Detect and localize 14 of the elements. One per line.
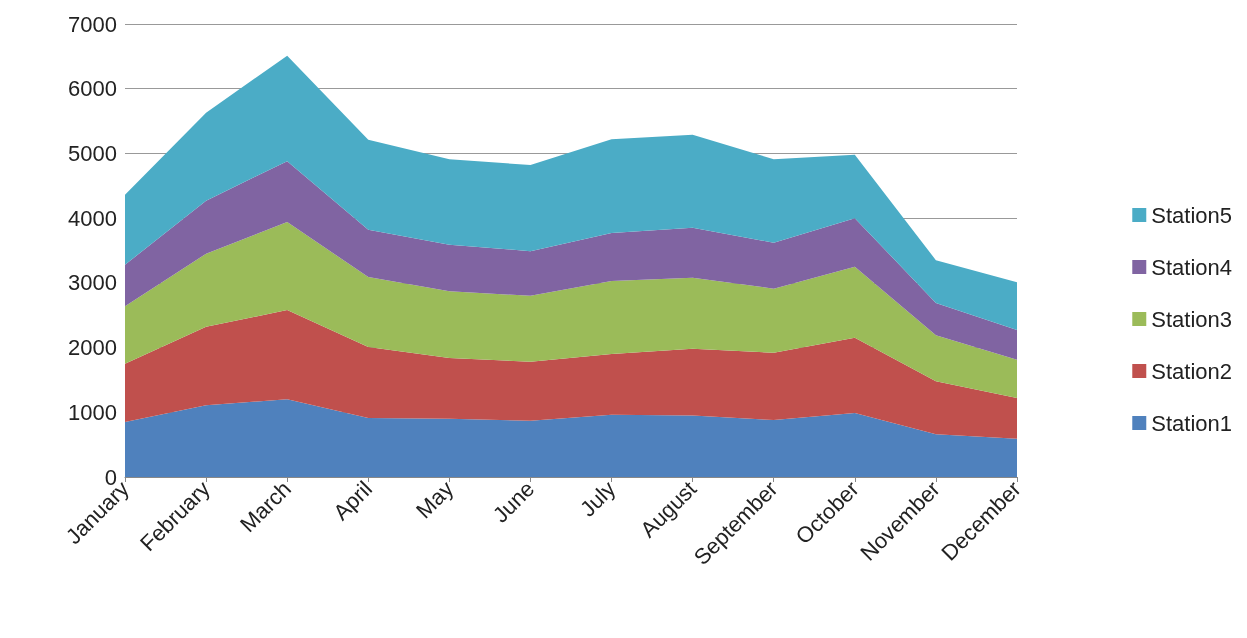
legend-label: Station5 — [1151, 202, 1233, 228]
legend-label: Station1 — [1151, 410, 1233, 436]
y-tick-label: 7000 — [68, 11, 117, 37]
x-tick-label: July — [575, 476, 621, 522]
legend-label: Station4 — [1151, 254, 1233, 280]
y-tick-label: 6000 — [68, 76, 117, 102]
y-tick-label: 5000 — [68, 140, 117, 166]
legend-label: Station2 — [1151, 358, 1233, 384]
y-tick-label: 1000 — [68, 399, 117, 425]
y-tick-label: 4000 — [68, 205, 117, 231]
legend-label: Station3 — [1151, 306, 1233, 332]
y-tick-label: 3000 — [68, 270, 117, 296]
y-tick-label: 2000 — [68, 335, 117, 361]
x-tick-label: May — [411, 476, 459, 524]
